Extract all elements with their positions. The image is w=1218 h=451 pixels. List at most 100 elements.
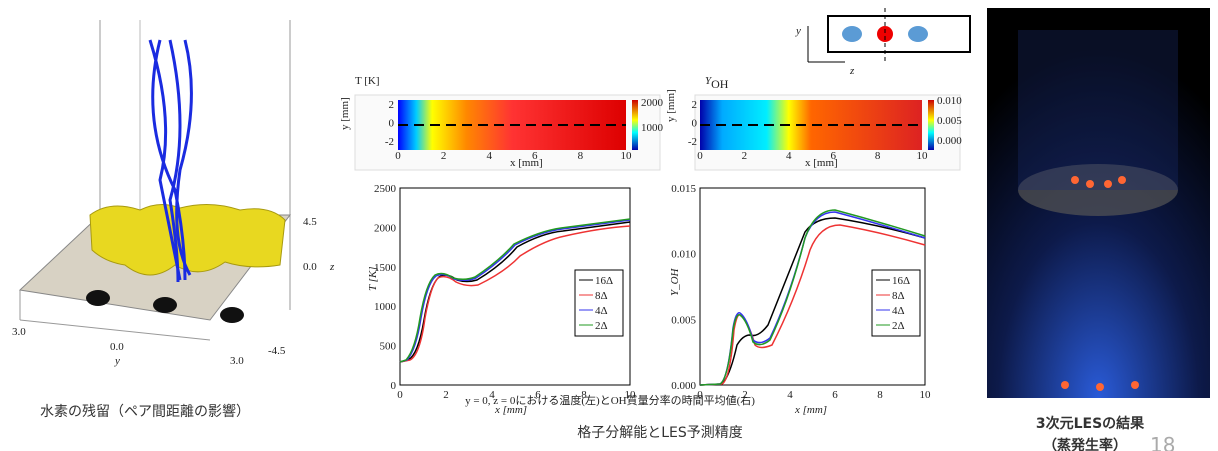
title-oh: YOH <box>705 75 729 91</box>
shape <box>399 187 631 386</box>
shape <box>399 225 631 363</box>
y-tick-label: 2500 <box>374 183 397 195</box>
y-tick-label: 2000 <box>374 222 397 234</box>
x-tick-label: 10 <box>625 389 637 401</box>
shape <box>1086 180 1094 188</box>
legend-label: 2Δ <box>595 320 608 332</box>
colorbar-label: 2000 <box>641 97 664 109</box>
x-tick-label: 10 <box>917 150 929 162</box>
x-tick-label: 2 <box>441 150 447 162</box>
shape <box>1104 180 1112 188</box>
x-tick-label: 8 <box>875 150 881 162</box>
shape <box>699 217 926 386</box>
shape <box>86 290 110 306</box>
legend-label: 2Δ <box>892 320 905 332</box>
y-tick-label: 2 <box>389 99 395 111</box>
x-tick-label: 6 <box>830 150 836 162</box>
y-tick-label: 0.000 <box>671 380 696 392</box>
x-tick-label: 10 <box>920 389 932 401</box>
x-tick-label: 4 <box>787 389 793 401</box>
label: 0.0 <box>110 341 124 353</box>
shape <box>1071 176 1079 184</box>
x-tick-label: 8 <box>578 150 584 162</box>
label: 水素の残留（ペア間距離の影響） <box>40 403 250 420</box>
shape <box>877 26 893 42</box>
label: 18 <box>1150 433 1175 451</box>
label: x [mm] <box>805 157 838 169</box>
label: 4.5 <box>303 216 317 228</box>
shape <box>399 219 631 363</box>
x-tick-label: 4 <box>486 150 492 162</box>
shape <box>1061 381 1069 389</box>
colorbar-label: 0.010 <box>937 95 962 107</box>
shape <box>928 100 934 150</box>
y-tick-label: 0 <box>389 118 395 130</box>
x-tick-label: 2 <box>742 150 748 162</box>
label: 0.0 <box>303 261 317 273</box>
shape <box>908 26 928 42</box>
curves-t <box>399 218 631 363</box>
legend-label: 8Δ <box>892 290 905 302</box>
legend-label: 4Δ <box>892 305 905 317</box>
shape <box>699 187 926 386</box>
colorbar-label: 0.000 <box>937 135 962 147</box>
shape <box>220 307 244 323</box>
x-tick-label: 6 <box>832 389 838 401</box>
colorbar-label: 0.005 <box>937 115 962 127</box>
hydrogen-figure <box>18 20 292 341</box>
label: y <box>795 25 801 37</box>
x-tick-label: 0 <box>397 389 403 401</box>
shape <box>699 224 926 386</box>
y-tick-label: 0 <box>692 118 698 130</box>
label: 3.0 <box>12 326 26 338</box>
label: Y <box>705 75 713 87</box>
label: OH <box>711 77 729 91</box>
label: z <box>329 261 335 273</box>
x-tick-label: 2 <box>742 389 748 401</box>
shape <box>148 39 193 283</box>
label: x [mm] <box>494 404 527 416</box>
y-tick-label: 0.005 <box>671 314 696 326</box>
label: 格子分解能とLES予測精度 <box>577 425 743 441</box>
shape <box>153 297 177 313</box>
legend-label: 4Δ <box>595 305 608 317</box>
y-tick-label: 0.015 <box>671 183 696 195</box>
shape <box>632 100 638 150</box>
y-tick-label: 0 <box>391 380 397 392</box>
y-tick-label: -2 <box>385 136 394 148</box>
label: 3次元LESの結果 <box>1036 415 1145 432</box>
shape <box>1096 383 1104 391</box>
shape <box>399 218 631 363</box>
label: Y_OH <box>669 267 681 296</box>
shape <box>1018 30 1178 190</box>
schematic <box>807 8 971 63</box>
shape <box>842 26 862 42</box>
label: T [K] <box>355 75 380 87</box>
y-tick-label: -2 <box>688 136 697 148</box>
label: y [mm] <box>665 89 677 122</box>
shape <box>827 15 971 53</box>
shape <box>1061 176 1139 391</box>
legend-label: 16Δ <box>595 275 613 287</box>
shape <box>1118 176 1126 184</box>
legend-label: 8Δ <box>595 290 608 302</box>
x-tick-label: 4 <box>786 150 792 162</box>
label: y [mm] <box>339 97 351 130</box>
label: -4.5 <box>268 345 286 357</box>
label: z <box>849 65 855 77</box>
y-tick-label: 1500 <box>374 262 397 274</box>
legend-label: 16Δ <box>892 275 910 287</box>
x-tick-label: 6 <box>532 150 538 162</box>
label: （蒸発生率） <box>1043 437 1127 451</box>
x-tick-label: 2 <box>443 389 449 401</box>
label: y <box>114 355 120 367</box>
y-tick-label: 1000 <box>374 301 397 313</box>
colorbar-label: 1000 <box>641 122 664 134</box>
label: 3.0 <box>230 355 244 367</box>
label: x [mm] <box>510 157 543 169</box>
shape <box>1018 164 1178 216</box>
x-tick-label: 0 <box>395 150 401 162</box>
x-tick-label: 8 <box>877 389 883 401</box>
x-tick-label: 8 <box>581 389 587 401</box>
